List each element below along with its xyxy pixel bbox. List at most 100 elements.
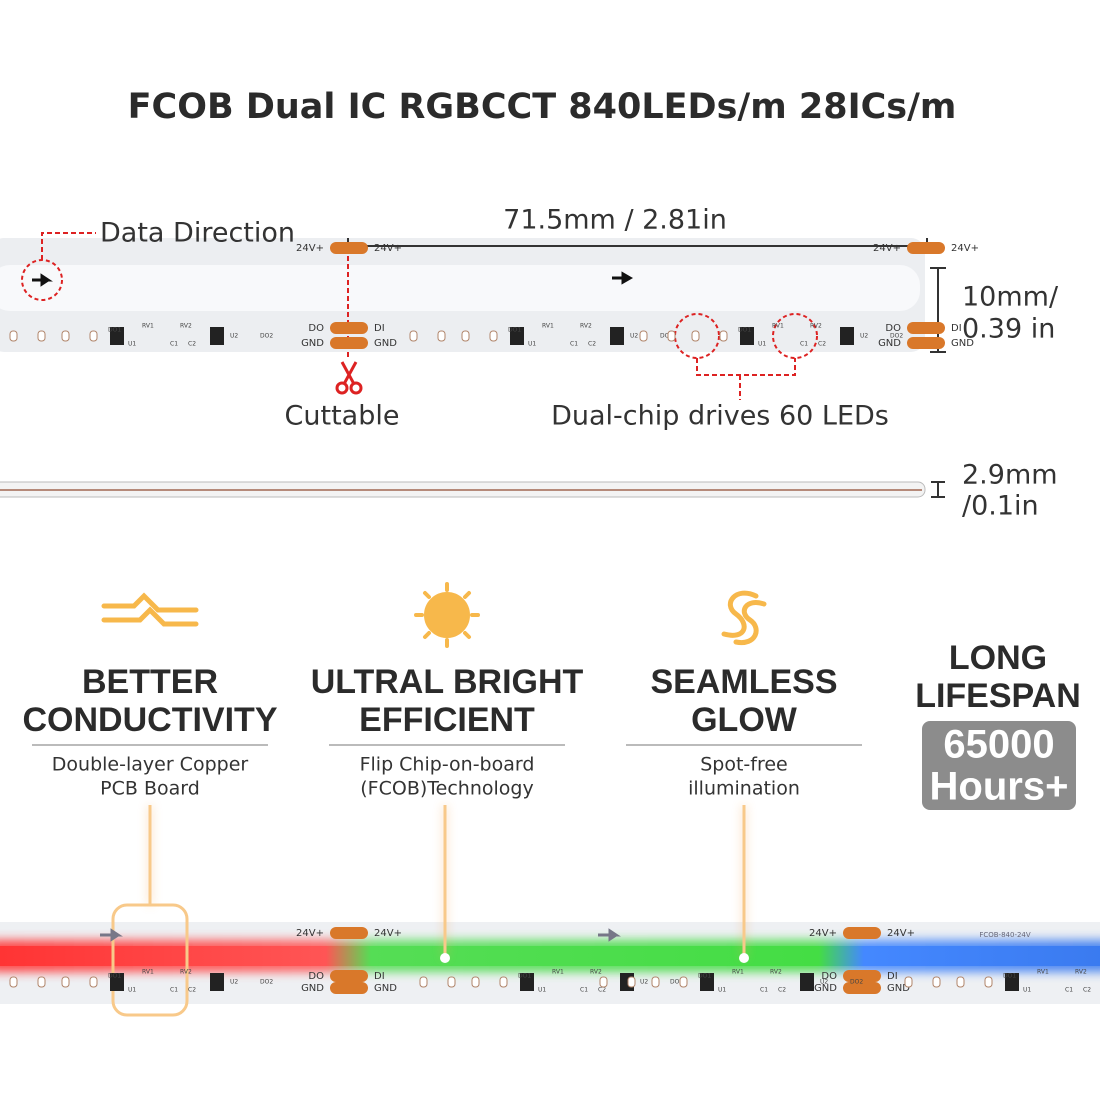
pad-label: GND <box>878 338 901 349</box>
component-label: DO1 <box>698 973 711 980</box>
pad-label: DI <box>951 323 962 334</box>
component-label: C2 <box>778 987 786 994</box>
component-label: U1 <box>1023 987 1031 994</box>
leader <box>41 232 96 260</box>
led <box>956 976 965 988</box>
led <box>489 330 498 342</box>
pad <box>330 927 368 939</box>
led <box>499 976 508 988</box>
feature-title: LONG <box>949 639 1047 677</box>
component-label: C1 <box>800 341 808 348</box>
feature-title: SEAMLESS <box>650 663 837 701</box>
ic <box>610 327 624 345</box>
led <box>419 976 428 988</box>
component-label: C1 <box>570 341 578 348</box>
arrow <box>598 928 621 942</box>
icon-conductivity <box>101 592 199 627</box>
component-label: RV2 <box>590 969 602 976</box>
led <box>37 330 46 342</box>
pad-label: 24V+ <box>809 928 837 939</box>
component-label: DO2 <box>890 333 903 340</box>
component-label: C1 <box>170 341 178 348</box>
thickness-bracket <box>931 481 945 498</box>
pad-label: GND <box>814 983 837 994</box>
pad-label: DO <box>308 323 324 334</box>
component-label: RV2 <box>580 323 592 330</box>
component-label: RV1 <box>1037 969 1049 976</box>
component-label: C1 <box>170 987 178 994</box>
ic <box>1005 973 1019 991</box>
ic <box>210 973 224 991</box>
title: FCOB Dual IC RGBCCT 840LEDs/m 28ICs/m <box>128 87 957 127</box>
pad-label: DI <box>887 971 898 982</box>
component-label: RV2 <box>180 323 192 330</box>
component-label: DO1 <box>738 327 751 334</box>
led <box>627 976 636 988</box>
pad <box>330 322 368 334</box>
pad <box>330 242 368 254</box>
component-label: DO1 <box>518 973 531 980</box>
label: 10mm/ <box>962 282 1059 313</box>
led <box>651 976 660 988</box>
pad-label: DO <box>821 971 837 982</box>
pad <box>907 242 945 254</box>
component-label: DO1 <box>108 973 121 980</box>
component-label: DO2 <box>260 979 273 986</box>
component-label: RV2 <box>810 323 822 330</box>
feature-description: illumination <box>688 778 800 800</box>
light-core <box>0 946 1100 966</box>
component-label: RV1 <box>542 323 554 330</box>
pad-label: GND <box>301 983 324 994</box>
component-label: U2 <box>630 333 638 340</box>
led <box>409 330 418 342</box>
component-label: DO1 <box>108 327 121 334</box>
led <box>719 330 728 342</box>
component-label: U1 <box>128 987 136 994</box>
component-label: DO2 <box>260 333 273 340</box>
pad <box>907 337 945 349</box>
ic <box>210 327 224 345</box>
feature-description: PCB Board <box>100 778 200 800</box>
label: Data Direction <box>100 218 295 249</box>
led <box>679 976 688 988</box>
feature-title: LIFESPAN <box>915 677 1081 715</box>
ic <box>700 973 714 991</box>
component-label: RV2 <box>770 969 782 976</box>
pad <box>330 970 368 982</box>
led <box>61 976 70 988</box>
led <box>89 976 98 988</box>
component-label: DO1 <box>508 327 521 334</box>
component-label: C2 <box>188 987 196 994</box>
label: 71.5mm / 2.81in <box>503 205 727 236</box>
strip-marking: FCOB-840-24V <box>979 931 1031 939</box>
strip-top <box>0 238 925 352</box>
component-label: DO2 <box>850 979 863 986</box>
label: Dual-chip drives 60 LEDs <box>551 401 889 432</box>
pad-label: DO <box>885 323 901 334</box>
component-label: U2 <box>640 979 648 986</box>
led <box>691 330 700 342</box>
component-label: RV1 <box>732 969 744 976</box>
label: /0.1in <box>962 491 1039 522</box>
pad-label: GND <box>374 338 397 349</box>
pad <box>907 322 945 334</box>
component-label: DO1 <box>1003 973 1016 980</box>
pad <box>843 927 881 939</box>
feature-title: CONDUCTIVITY <box>23 701 278 739</box>
led <box>447 976 456 988</box>
label: 0.39 in <box>962 314 1055 345</box>
ic <box>110 327 124 345</box>
component-label: C2 <box>818 341 826 348</box>
component-label: U2 <box>820 979 828 986</box>
pad-label: 24V+ <box>873 243 901 254</box>
badge <box>922 721 1076 810</box>
component-label: U1 <box>718 987 726 994</box>
component-label: U2 <box>860 333 868 340</box>
feature-description: (FCOB)Technology <box>360 778 533 800</box>
feature-title: BETTER <box>82 663 218 701</box>
feature-description: Flip Chip-on-board <box>360 754 535 776</box>
arrow <box>612 271 634 285</box>
pad-label: GND <box>951 338 974 349</box>
pad-label: GND <box>301 338 324 349</box>
